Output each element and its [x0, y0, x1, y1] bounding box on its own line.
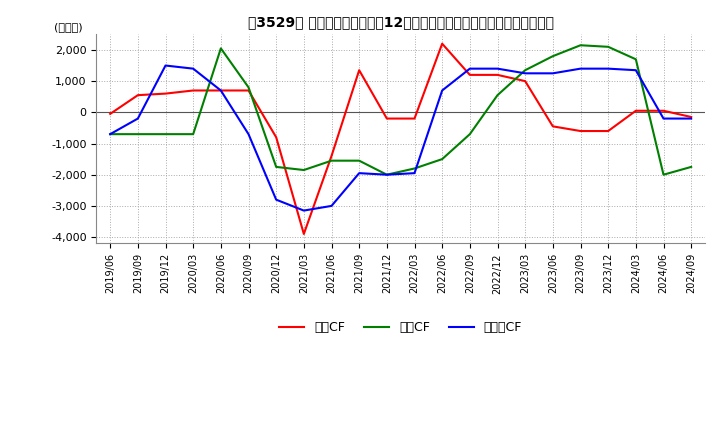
フリーCF	[410, 171, 419, 176]
投資CF	[217, 46, 225, 51]
投資CF	[631, 57, 640, 62]
フリーCF	[549, 71, 557, 76]
投資CF	[604, 44, 613, 49]
投資CF	[161, 132, 170, 137]
営業CF	[189, 88, 197, 93]
Text: (百万円): (百万円)	[54, 22, 82, 32]
Line: 営業CF: 営業CF	[110, 44, 691, 234]
フリーCF	[576, 66, 585, 71]
フリーCF	[687, 116, 696, 121]
営業CF	[355, 68, 364, 73]
Title: 【3529】 キャッシュフローの12か月移動合計の対前年同期増減額の推移: 【3529】 キャッシュフローの12か月移動合計の対前年同期増減額の推移	[248, 15, 554, 29]
フリーCF	[466, 66, 474, 71]
営業CF	[327, 154, 336, 159]
営業CF	[217, 88, 225, 93]
営業CF	[493, 72, 502, 77]
投資CF	[382, 172, 391, 177]
営業CF	[244, 88, 253, 93]
営業CF	[549, 124, 557, 129]
フリーCF	[189, 66, 197, 71]
営業CF	[382, 116, 391, 121]
営業CF	[272, 135, 281, 140]
投資CF	[493, 92, 502, 98]
営業CF	[660, 108, 668, 114]
営業CF	[521, 78, 529, 84]
営業CF	[133, 92, 142, 98]
営業CF	[161, 91, 170, 96]
フリーCF	[382, 172, 391, 177]
投資CF	[189, 132, 197, 137]
投資CF	[133, 132, 142, 137]
Legend: 営業CF, 投資CF, フリーCF: 営業CF, 投資CF, フリーCF	[274, 316, 527, 340]
営業CF	[438, 41, 446, 46]
営業CF	[631, 108, 640, 114]
営業CF	[466, 72, 474, 77]
フリーCF	[631, 68, 640, 73]
フリーCF	[244, 132, 253, 137]
投資CF	[272, 164, 281, 169]
投資CF	[549, 54, 557, 59]
Line: フリーCF: フリーCF	[110, 66, 691, 211]
投資CF	[576, 43, 585, 48]
営業CF	[687, 114, 696, 120]
フリーCF	[521, 71, 529, 76]
フリーCF	[133, 116, 142, 121]
投資CF	[327, 158, 336, 163]
営業CF	[300, 231, 308, 237]
フリーCF	[438, 88, 446, 93]
投資CF	[106, 132, 114, 137]
フリーCF	[604, 66, 613, 71]
フリーCF	[300, 208, 308, 213]
投資CF	[410, 166, 419, 171]
フリーCF	[272, 197, 281, 202]
投資CF	[521, 68, 529, 73]
フリーCF	[327, 203, 336, 209]
投資CF	[244, 85, 253, 90]
フリーCF	[217, 88, 225, 93]
投資CF	[300, 167, 308, 172]
フリーCF	[493, 66, 502, 71]
投資CF	[687, 164, 696, 169]
投資CF	[660, 172, 668, 177]
営業CF	[410, 116, 419, 121]
フリーCF	[161, 63, 170, 68]
営業CF	[576, 128, 585, 134]
投資CF	[438, 157, 446, 162]
Line: 投資CF: 投資CF	[110, 45, 691, 175]
フリーCF	[660, 116, 668, 121]
投資CF	[466, 132, 474, 137]
フリーCF	[106, 132, 114, 137]
営業CF	[106, 111, 114, 117]
フリーCF	[355, 171, 364, 176]
営業CF	[604, 128, 613, 134]
投資CF	[355, 158, 364, 163]
